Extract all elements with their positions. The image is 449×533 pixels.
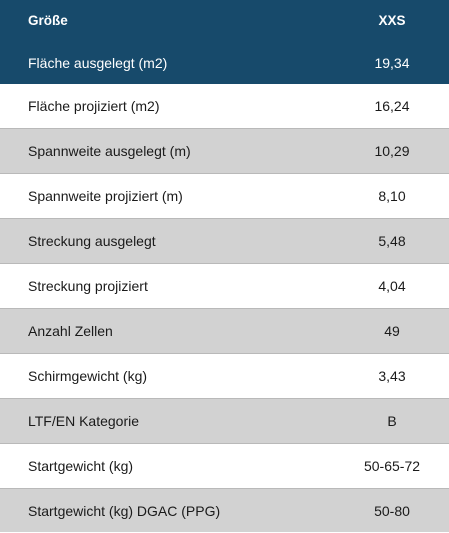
row-value: 49 (335, 308, 449, 354)
header-value-cell: XXS (335, 0, 449, 41)
table-row: Fläche projiziert (m2) 16,24 (0, 84, 449, 129)
table-row: Startgewicht (kg) 50-65-72 (0, 443, 449, 489)
table-row: Spannweite ausgelegt (m) 10,29 (0, 128, 449, 174)
row-value: 3,43 (335, 353, 449, 399)
row-value: 16,24 (335, 84, 449, 129)
row-label: Schirmgewicht (kg) (0, 353, 335, 399)
row-label: Fläche ausgelegt (m2) (0, 41, 335, 84)
row-label: Startgewicht (kg) (0, 443, 335, 489)
row-value: 10,29 (335, 128, 449, 174)
row-value: 5,48 (335, 218, 449, 264)
header-label-cell: Größe (0, 0, 335, 41)
table-header-row: Größe XXS (0, 0, 449, 41)
table-row: Fläche ausgelegt (m2) 19,34 (0, 41, 449, 84)
row-label: Streckung ausgelegt (0, 218, 335, 264)
row-value: 4,04 (335, 263, 449, 309)
row-label: Streckung projiziert (0, 263, 335, 309)
row-value: 19,34 (335, 41, 449, 84)
row-label: Spannweite ausgelegt (m) (0, 128, 335, 174)
table-row: LTF/EN Kategorie B (0, 398, 449, 444)
table-row: Startgewicht (kg) DGAC (PPG) 50-80 (0, 488, 449, 532)
row-label: Fläche projiziert (m2) (0, 84, 335, 129)
row-label: Anzahl Zellen (0, 308, 335, 354)
table-row: Streckung projiziert 4,04 (0, 263, 449, 309)
table-row: Spannweite projiziert (m) 8,10 (0, 173, 449, 219)
table-row: Schirmgewicht (kg) 3,43 (0, 353, 449, 399)
row-value: 8,10 (335, 173, 449, 219)
row-label: Spannweite projiziert (m) (0, 173, 335, 219)
row-label: LTF/EN Kategorie (0, 398, 335, 444)
row-value: 50-65-72 (335, 443, 449, 489)
row-value: 50-80 (335, 488, 449, 532)
row-label: Startgewicht (kg) DGAC (PPG) (0, 488, 335, 532)
table-row: Streckung ausgelegt 5,48 (0, 218, 449, 264)
row-value: B (335, 398, 449, 444)
table-row: Anzahl Zellen 49 (0, 308, 449, 354)
